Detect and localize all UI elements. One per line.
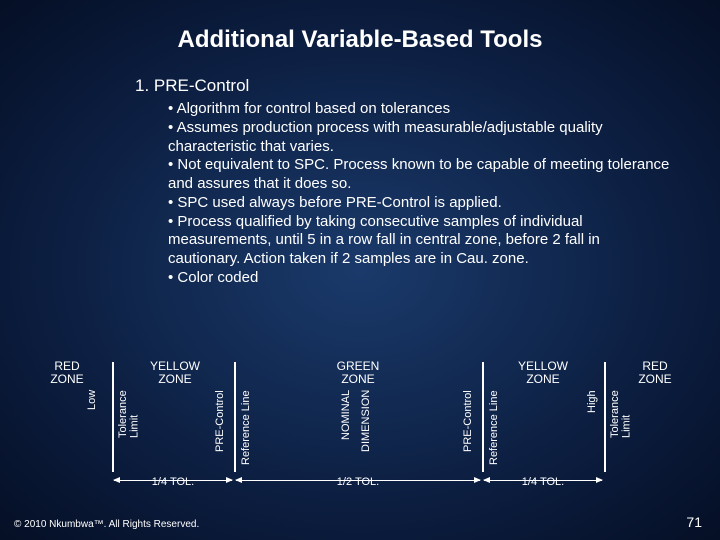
vlabel-nominal: NOMINAL bbox=[340, 390, 352, 470]
bullet-item: • Assumes production process with measur… bbox=[168, 119, 670, 157]
vlabel-tol-left: Tolerance Limit bbox=[118, 390, 141, 470]
page-number: 71 bbox=[686, 514, 702, 530]
zone-red-right: RED ZONE bbox=[624, 360, 686, 386]
bullet-item: • Process qualified by taking consecutiv… bbox=[168, 213, 670, 269]
vlabel-pre-right: PRE-Control bbox=[462, 390, 474, 470]
vlabel-pre-left: PRE-Control bbox=[214, 390, 226, 470]
zone-green: GREEN ZONE bbox=[316, 360, 400, 386]
zone-red-left: RED ZONE bbox=[36, 360, 98, 386]
tol-quarter-right: 1/4 TOL. bbox=[518, 476, 568, 488]
vlabel-ref-right: Reference Line bbox=[488, 390, 500, 470]
bullet-item: • Algorithm for control based on toleran… bbox=[168, 100, 670, 119]
page-title: Additional Variable-Based Tools bbox=[0, 0, 720, 54]
divider-tol-right bbox=[604, 362, 606, 472]
vlabel-high: High bbox=[586, 390, 598, 470]
divider-pre-right bbox=[482, 362, 484, 472]
bullet-item: • SPC used always before PRE-Control is … bbox=[168, 194, 670, 213]
section-subtitle: 1. PRE-Control bbox=[0, 54, 720, 96]
vlabel-low: Low bbox=[86, 390, 98, 470]
vlabel-dimension: DIMENSION bbox=[360, 390, 372, 470]
bullet-item: • Color coded bbox=[168, 269, 670, 288]
copyright-footer: © 2010 Nkumbwa™. All Rights Reserved. bbox=[14, 519, 199, 530]
zone-yellow-left: YELLOW ZONE bbox=[130, 360, 220, 386]
tol-half: 1/2 TOL. bbox=[332, 476, 384, 488]
precontrol-diagram: RED ZONE YELLOW ZONE GREEN ZONE YELLOW Z… bbox=[30, 360, 690, 490]
bullet-item: • Not equivalent to SPC. Process known t… bbox=[168, 156, 670, 194]
zone-yellow-right: YELLOW ZONE bbox=[498, 360, 588, 386]
vlabel-tol-right: Tolerance Limit bbox=[610, 390, 633, 470]
divider-tol-left bbox=[112, 362, 114, 472]
divider-pre-left bbox=[234, 362, 236, 472]
bullet-list: • Algorithm for control based on toleran… bbox=[0, 96, 720, 288]
vlabel-ref-left: Reference Line bbox=[240, 390, 252, 470]
tol-quarter-left: 1/4 TOL. bbox=[148, 476, 198, 488]
